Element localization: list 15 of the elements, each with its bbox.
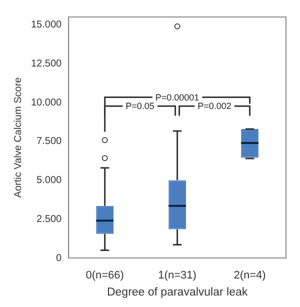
- y-tick-label: 0: [56, 252, 62, 264]
- annotation: P=0.05: [126, 101, 154, 112]
- x-tick-label: 0(n=66): [86, 270, 124, 282]
- x-tick-label: 2(n=4): [234, 270, 266, 282]
- y-tick-label: 10.000: [30, 97, 62, 108]
- y-axis-title: Aortic Valve Calcium Score: [12, 76, 24, 198]
- y-tick-label: 2.500: [36, 214, 62, 225]
- y-tick-label: 15.000: [30, 20, 62, 31]
- annotation: P=0.00001: [155, 92, 200, 102]
- y-tick-label: 12.500: [30, 58, 62, 70]
- y-tick-label: 5.000: [36, 175, 62, 186]
- x-tick-label: 1(n=31): [158, 270, 196, 282]
- y-tick-label: 7.500: [36, 136, 62, 148]
- x-axis-title: Degree of paravalvular leak: [106, 286, 248, 298]
- annotation: P=0.002: [198, 101, 232, 112]
